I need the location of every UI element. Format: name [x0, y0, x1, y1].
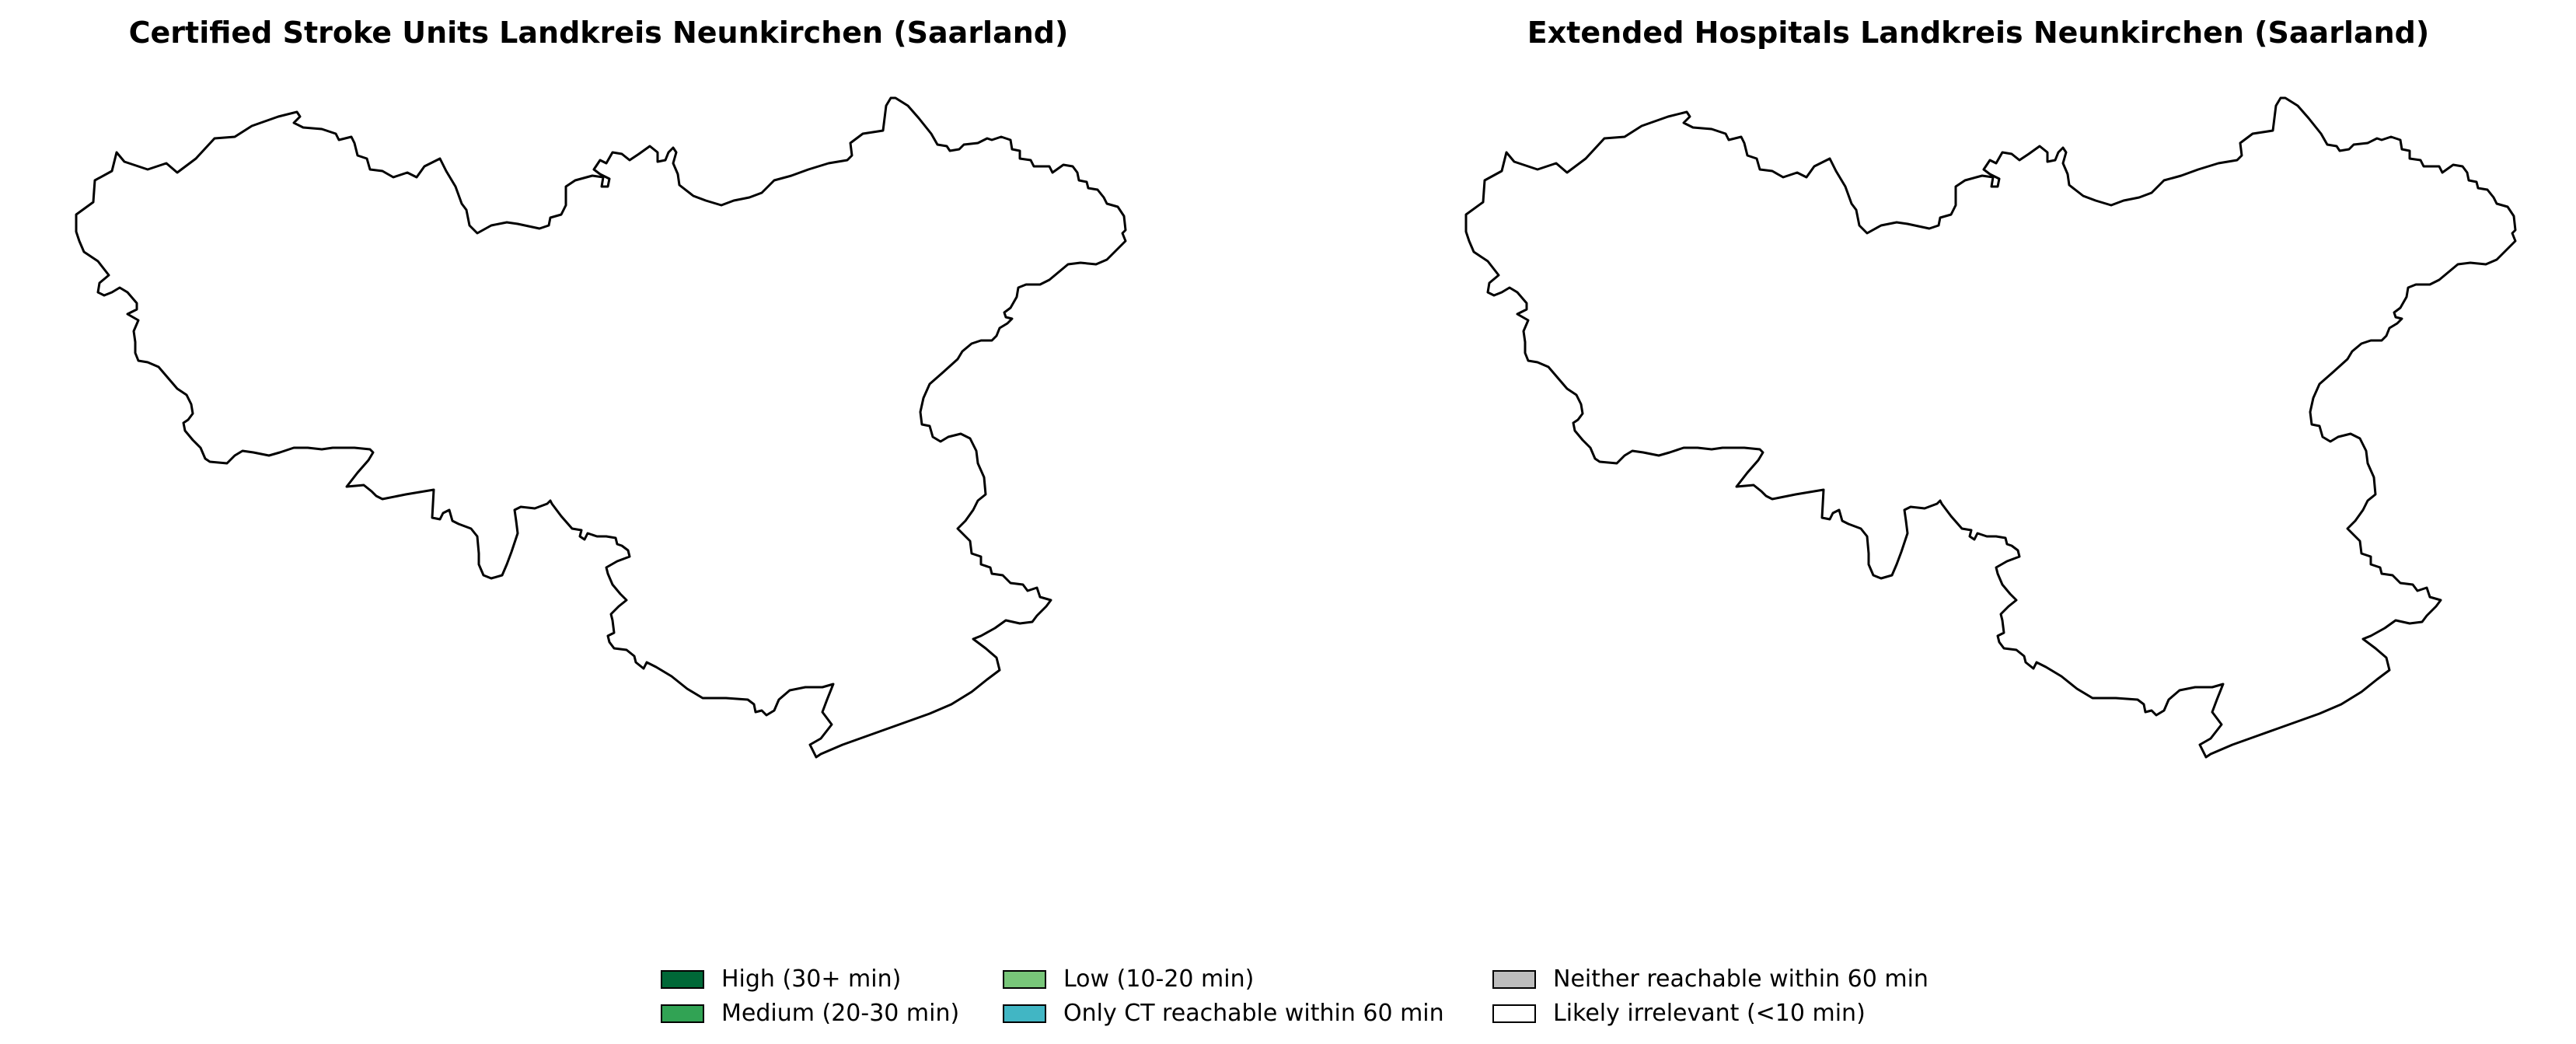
legend-swatch-only-ct [1003, 1004, 1046, 1023]
district-outline-right [1464, 96, 2517, 759]
legend-label-only-ct: Only CT reachable within 60 min [1063, 1000, 1444, 1027]
legend-label-high: High (30+ min) [721, 965, 902, 993]
legend-item-neither: Neither reachable within 60 min [1492, 964, 1929, 995]
legend-label-neither: Neither reachable within 60 min [1553, 965, 1929, 993]
legend-item-medium: Medium (20-30 min) [661, 998, 959, 1029]
district-outline-left [75, 96, 1127, 759]
legend-item-only-ct: Only CT reachable within 60 min [1003, 998, 1444, 1029]
map-title-right: Extended Hospitals Landkreis Neunkirchen… [1527, 16, 2430, 50]
legend-label-medium: Medium (20-30 min) [721, 1000, 960, 1027]
legend-label-irrelevant: Likely irrelevant (<10 min) [1553, 1000, 1866, 1027]
legend-label-low: Low (10-20 min) [1063, 965, 1255, 993]
legend-swatch-irrelevant [1492, 1004, 1536, 1023]
map-title-left: Certified Stroke Units Landkreis Neunkir… [128, 16, 1069, 50]
legend-swatch-medium [661, 1004, 704, 1023]
legend-item-high: High (30+ min) [661, 964, 901, 995]
legend-item-low: Low (10-20 min) [1003, 964, 1254, 995]
legend-swatch-low [1003, 970, 1046, 989]
legend-item-irrelevant: Likely irrelevant (<10 min) [1492, 998, 1866, 1029]
legend-swatch-high [661, 970, 704, 989]
legend: High (30+ min) Medium (20-30 min) Low (1… [661, 964, 1982, 1034]
legend-swatch-neither [1492, 970, 1536, 989]
